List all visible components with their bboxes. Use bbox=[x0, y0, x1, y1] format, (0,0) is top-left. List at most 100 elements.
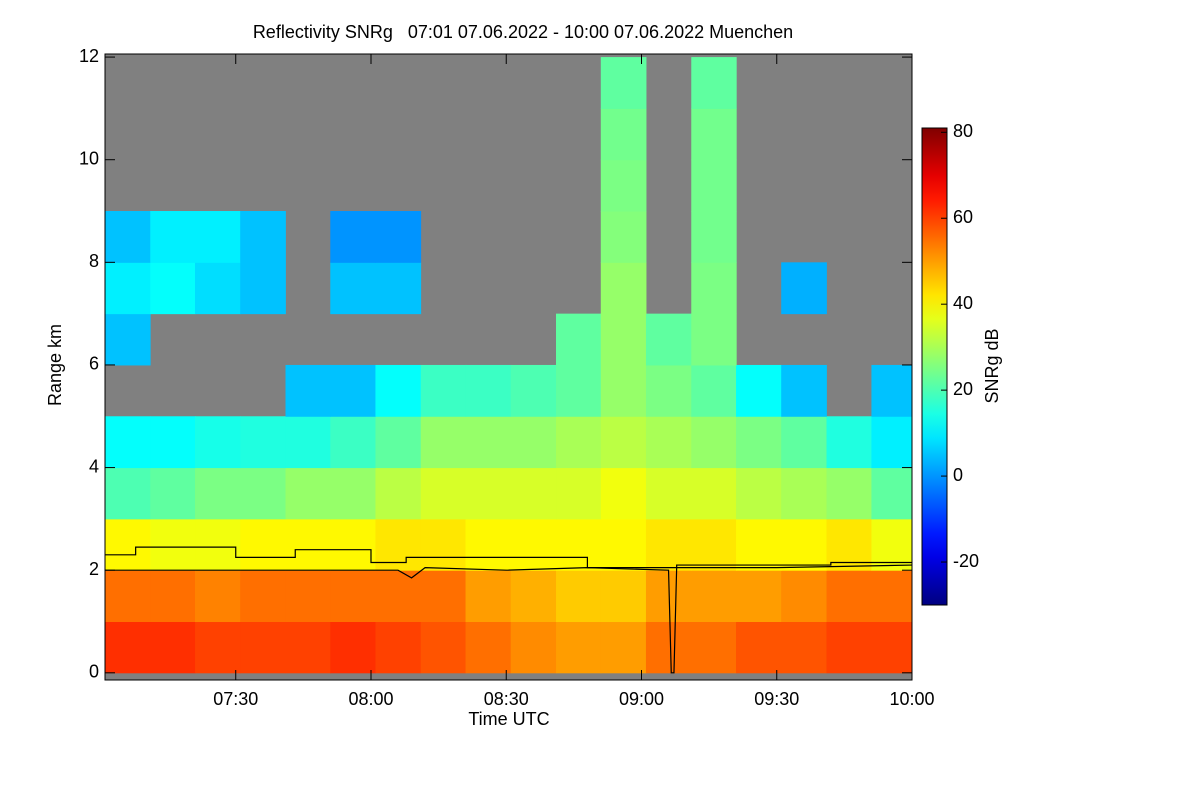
heatmap-cell bbox=[826, 570, 872, 623]
heatmap-cell bbox=[600, 364, 647, 417]
heatmap-cell bbox=[600, 570, 647, 623]
y-axis-label: Range km bbox=[45, 324, 65, 406]
heatmap-cell bbox=[465, 416, 512, 469]
heatmap-cell bbox=[105, 518, 151, 571]
heatmap-cell bbox=[240, 262, 286, 315]
heatmap-cell bbox=[330, 262, 376, 315]
heatmap-cell bbox=[691, 159, 737, 212]
heatmap-cell bbox=[691, 621, 737, 674]
heatmap-cell bbox=[556, 313, 602, 366]
heatmap-cell bbox=[645, 621, 692, 674]
x-tick-label: 09:30 bbox=[754, 689, 799, 709]
heatmap-cell bbox=[691, 416, 737, 469]
colorbar-tick-label: 0 bbox=[953, 465, 963, 485]
heatmap-cell bbox=[510, 570, 557, 623]
heatmap-cell bbox=[510, 467, 557, 520]
heatmap-cell bbox=[105, 467, 151, 520]
heatmap-cell bbox=[105, 262, 151, 315]
heatmap-cell bbox=[375, 570, 422, 623]
heatmap-cell bbox=[330, 467, 376, 520]
heatmap-cell bbox=[510, 621, 557, 674]
heatmap-cell bbox=[150, 211, 196, 263]
heatmap-cell bbox=[240, 518, 286, 571]
plot-area bbox=[105, 54, 912, 680]
heatmap-cell bbox=[600, 467, 647, 520]
heatmap-cell bbox=[600, 57, 647, 109]
x-tick-label: 09:00 bbox=[619, 689, 664, 709]
heatmap-cell bbox=[556, 416, 602, 469]
heatmap-cell bbox=[691, 570, 737, 623]
heatmap-cell bbox=[781, 570, 827, 623]
heatmap-cell bbox=[600, 416, 647, 469]
heatmap-cell bbox=[600, 621, 647, 674]
plot-frame bbox=[104, 53, 913, 681]
heatmap-cell bbox=[375, 416, 422, 469]
heatmap-cell bbox=[375, 262, 422, 315]
heatmap-cell bbox=[240, 467, 286, 520]
heatmap-cell bbox=[195, 621, 241, 674]
heatmap-cell bbox=[691, 364, 737, 417]
heatmap-cell bbox=[195, 518, 241, 571]
heatmap-cell bbox=[105, 416, 151, 469]
heatmap-cell bbox=[285, 467, 331, 520]
heatmap-cell bbox=[736, 416, 782, 469]
y-tick-label: 8 bbox=[89, 251, 99, 271]
heatmap-cell bbox=[556, 467, 602, 520]
heatmap-cell bbox=[105, 313, 151, 366]
x-tick-label: 08:00 bbox=[348, 689, 393, 709]
heatmap-cell bbox=[150, 518, 196, 571]
heatmap-cell bbox=[240, 570, 286, 623]
colorbar bbox=[921, 127, 948, 606]
heatmap-cell bbox=[105, 211, 151, 263]
heatmap-cell bbox=[375, 211, 422, 263]
heatmap-cell bbox=[285, 621, 331, 674]
heatmap-cell bbox=[871, 570, 912, 623]
heatmap-cell bbox=[465, 364, 512, 417]
heatmap-cell bbox=[781, 364, 827, 417]
heatmap-cell bbox=[645, 416, 692, 469]
heatmap-cell bbox=[105, 570, 151, 623]
axes: 07:30 08:00 08:30 09:00 09:30 10:00 0 2 4 6 8 10 12 -… bbox=[79, 46, 979, 709]
heatmap-cell bbox=[330, 621, 376, 674]
x-tick-label: 10:00 bbox=[889, 689, 934, 709]
heatmap-cell bbox=[556, 518, 602, 571]
colorbar-label: SNRg dB bbox=[982, 328, 1002, 403]
height-line bbox=[105, 564, 912, 674]
heatmap-cell bbox=[736, 570, 782, 623]
heatmap-cell bbox=[691, 211, 737, 263]
heatmap-cell bbox=[420, 570, 467, 623]
colorbar-tick-label: 40 bbox=[953, 293, 973, 313]
heatmap-cell bbox=[285, 364, 331, 417]
heatmap-cell bbox=[240, 621, 286, 674]
heatmap-cell bbox=[691, 518, 737, 571]
y-tick-label: 6 bbox=[89, 354, 99, 374]
heatmap-cell bbox=[781, 416, 827, 469]
heatmap-cell bbox=[330, 211, 376, 263]
heatmap-cell bbox=[150, 467, 196, 520]
heatmap-cell bbox=[736, 467, 782, 520]
heatmap-cell bbox=[375, 621, 422, 674]
heatmap-cell bbox=[240, 211, 286, 263]
heatmap-cell bbox=[600, 313, 647, 366]
heatmap-cell bbox=[150, 416, 196, 469]
heatmap-cell bbox=[556, 364, 602, 417]
heatmap-cell bbox=[736, 518, 782, 571]
heatmap-cell bbox=[105, 621, 151, 674]
y-tick-label: 12 bbox=[79, 46, 99, 66]
heatmap-cell bbox=[826, 467, 872, 520]
heatmap-cell bbox=[600, 159, 647, 212]
heatmap-cell bbox=[285, 518, 331, 571]
heatmap-cell bbox=[691, 262, 737, 315]
y-tick-label: 2 bbox=[89, 559, 99, 579]
heatmap-cell bbox=[465, 570, 512, 623]
height-line bbox=[105, 546, 912, 569]
heatmap-cell bbox=[691, 108, 737, 161]
y-tick-label: 10 bbox=[79, 148, 99, 168]
colorbar-tick-label: 20 bbox=[953, 379, 973, 399]
heatmap-cell bbox=[781, 262, 827, 315]
heatmap-cell bbox=[195, 416, 241, 469]
heatmap-cell bbox=[826, 416, 872, 469]
colorbar-tick-label: 80 bbox=[953, 121, 973, 141]
